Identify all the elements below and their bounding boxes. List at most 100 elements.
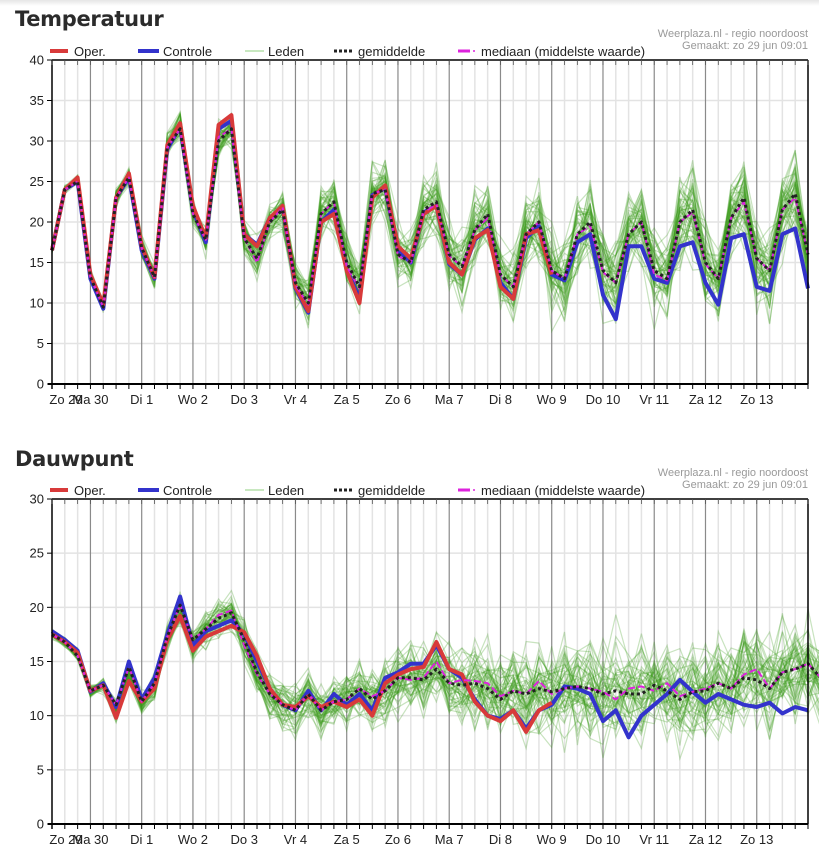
y-tick-label: 20 [30,600,44,615]
x-tick-label: Zo 29 [49,832,82,847]
source-label: Weerplaza.nl - regio noordoost [658,467,808,479]
ensemble-member-line [51,603,819,726]
x-tick-label: Vr 11 [639,392,669,407]
x-tick-label: Vr 4 [284,832,307,847]
x-tick-label: Wo 9 [537,392,567,407]
legend: Oper. Controle Leden gemiddelde mediaan (mid… [50,483,645,498]
x-tick-label: Za 12 [689,392,722,407]
x-tick-label: Do 10 [586,832,621,847]
ensemble-member-line [51,610,819,732]
ensemble-member-line [51,121,809,325]
y-tick-label: 0 [37,377,44,392]
ensemble-member-line [51,601,819,740]
ensemble-member-line [51,122,809,313]
ensemble-member-line [51,604,819,749]
y-tick-label: 25 [30,174,44,189]
ensemble-member-line [51,109,809,322]
x-tick-label: Di 8 [489,392,512,407]
legend-oper-label: Oper. [74,44,106,59]
legend-oper-label: Oper. [74,483,106,498]
x-tick-label: Ma 30 [72,392,108,407]
created-label: Gemaakt: zo 29 jun 09:01 [682,479,808,491]
ensemble-member-line [51,110,809,307]
y-tick-label: 40 [30,53,44,68]
y-tick-label: 35 [30,93,44,108]
x-tick-label: Do 3 [230,832,257,847]
x-tick-label: Zo 6 [385,832,411,847]
x-tick-label: Wo 9 [537,832,567,847]
ensemble-member-line [51,128,809,305]
gemiddelde-line [51,603,819,712]
ensemble-member-line [51,609,819,725]
x-tick-label: Ma 7 [435,832,464,847]
y-tick-label: 10 [30,296,44,311]
ensemble-member-line [51,131,809,309]
legend-mediaan-label: mediaan (middelste waarde) [481,44,645,59]
y-tick-label: 30 [30,134,44,149]
ensemble-member-line [51,114,809,305]
y-tick-label: 5 [37,762,44,777]
x-tick-label: Za 5 [334,392,360,407]
ensemble-member-line [51,111,809,314]
top-shade [0,0,819,6]
legend: Oper. Controle Leden gemiddelde mediaan (mid… [50,44,645,59]
legend-gemiddelde-label: gemiddelde [358,44,425,59]
ensemble-member-line [51,115,809,309]
x-tick-label: Vr 4 [284,392,307,407]
legend-leden-label: Leden [268,483,304,498]
ensemble-member-line [51,112,809,311]
x-tick-label: Wo 2 [178,392,208,407]
ensemble-member-line [51,125,809,315]
ensemble-member-line [51,607,819,737]
ensemble-member-line [51,131,809,310]
y-tick-label: 10 [30,708,44,723]
x-tick-label: Zo 6 [385,392,411,407]
ensemble-member-line [51,125,809,324]
ensemble-member-line [51,612,819,753]
x-tick-label: Vr 11 [639,832,669,847]
x-tick-label: Zo 13 [740,392,773,407]
y-tick-label: 15 [30,654,44,669]
x-tick-label: Di 1 [130,392,153,407]
legend-controle-label: Controle [163,44,212,59]
x-tick-label: Za 12 [689,832,722,847]
ensemble-member-line [51,610,819,751]
ensemble-member-line [51,591,819,725]
x-tick-label: Zo 13 [740,832,773,847]
ensemble-member-line [51,111,809,321]
ensemble-member-line [51,133,809,315]
x-tick-label: Wo 2 [178,832,208,847]
ensemble-member-line [51,607,819,735]
source-label: Weerplaza.nl - regio noordoost [658,28,808,40]
ensemble-member-line [51,113,809,326]
ensemble-member-line [51,113,809,307]
x-tick-label: Ma 30 [72,832,108,847]
ensemble-member-line [51,607,819,736]
temperature-chart-title: Temperatuur [15,7,164,31]
y-tick-label: 20 [30,215,44,230]
ensemble-member-line [51,609,819,728]
legend-mediaan-label: mediaan (middelste waarde) [481,483,645,498]
x-tick-label: Zo 29 [49,392,82,407]
ensemble-member-line [51,122,809,309]
ensemble-member-line [51,602,819,746]
legend-gemiddelde-label: gemiddelde [358,483,425,498]
x-tick-label: Di 1 [130,832,153,847]
x-tick-label: Do 3 [230,392,257,407]
y-tick-label: 30 [30,492,44,507]
x-tick-label: Do 10 [586,392,621,407]
y-tick-label: 0 [37,817,44,832]
ensemble-member-line [51,609,819,726]
created-label: Gemaakt: zo 29 jun 09:01 [682,40,808,52]
y-tick-label: 25 [30,546,44,561]
x-tick-label: Di 8 [489,832,512,847]
y-tick-label: 5 [37,336,44,351]
dewpoint-chart-title: Dauwpunt [15,447,134,471]
y-tick-label: 15 [30,255,44,270]
legend-leden-label: Leden [268,44,304,59]
x-tick-label: Ma 7 [435,392,464,407]
mediaan-line [51,604,819,712]
legend-controle-label: Controle [163,483,212,498]
